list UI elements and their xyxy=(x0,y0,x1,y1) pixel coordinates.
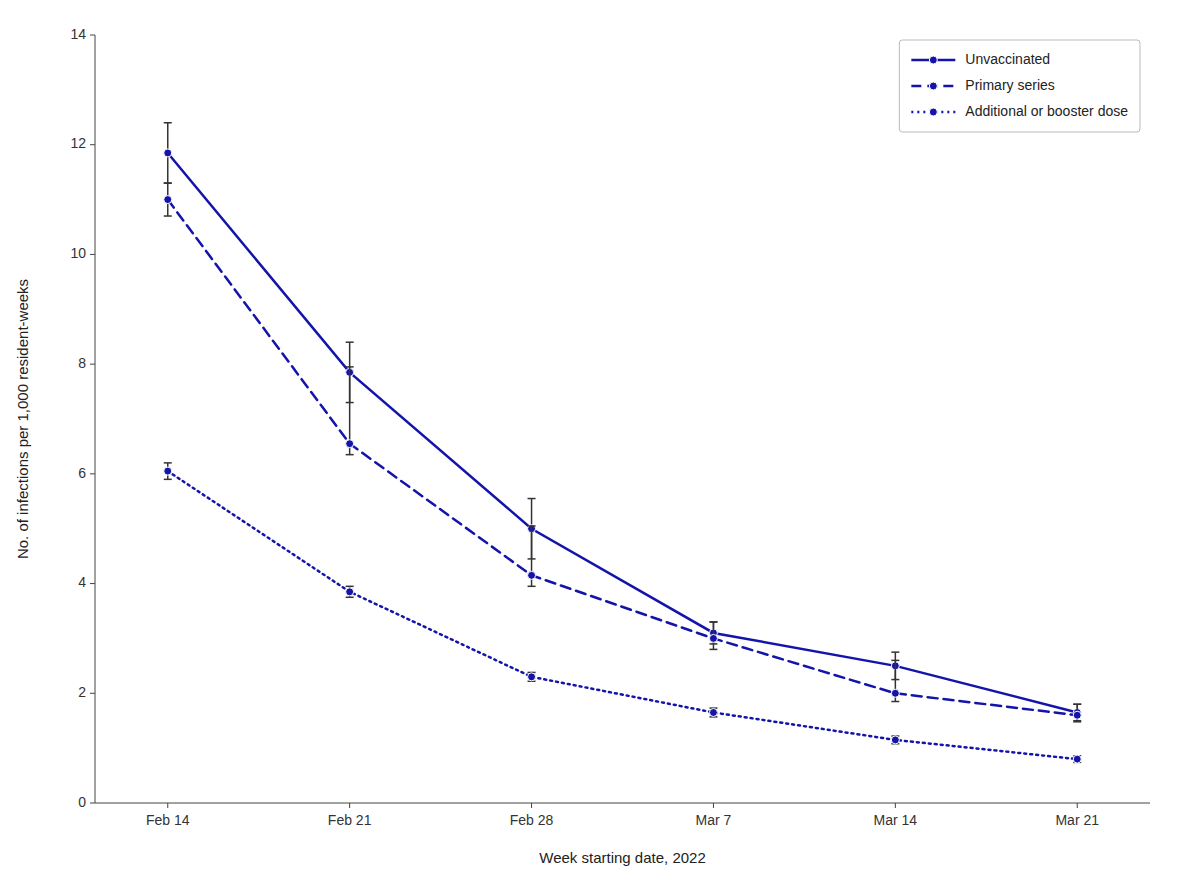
x-tick xyxy=(167,803,168,808)
series-line xyxy=(168,153,1077,713)
error-bar-cap xyxy=(891,651,899,653)
marker xyxy=(164,149,172,157)
x-tick xyxy=(713,803,714,808)
error-bar xyxy=(164,463,172,479)
x-tick xyxy=(895,803,896,808)
error-bar-cap xyxy=(709,621,717,623)
error-bar-cap xyxy=(346,586,354,588)
y-tick-label: 12 xyxy=(70,135,86,151)
marker xyxy=(891,736,899,744)
y-tick-label: 14 xyxy=(70,26,86,42)
error-bar-cap xyxy=(346,454,354,456)
y-tick xyxy=(90,803,95,804)
legend-marker xyxy=(929,56,937,64)
marker xyxy=(528,571,536,579)
legend-label: Unvaccinated xyxy=(965,51,1050,67)
series xyxy=(164,463,1081,763)
error-bar-cap xyxy=(346,597,354,599)
x-tick-label: Feb 14 xyxy=(146,812,190,828)
x-tick-label: Mar 21 xyxy=(1055,812,1099,828)
legend-marker xyxy=(929,108,937,116)
y-tick-label: 0 xyxy=(78,794,86,810)
y-tick xyxy=(90,35,95,36)
marker xyxy=(346,588,354,596)
error-bar-cap xyxy=(891,701,899,703)
x-axis-line xyxy=(95,803,1150,804)
y-tick xyxy=(90,473,95,474)
marker xyxy=(1073,755,1081,763)
marker xyxy=(1073,711,1081,719)
error-bar xyxy=(1073,756,1081,763)
error-bar xyxy=(164,123,172,183)
marker xyxy=(891,689,899,697)
marker xyxy=(709,634,717,642)
x-axis-title: Week starting date, 2022 xyxy=(539,849,706,866)
error-bar xyxy=(1073,704,1081,722)
error-bar-cap xyxy=(528,498,536,500)
x-tick xyxy=(1077,803,1078,808)
error-bar xyxy=(346,586,354,597)
error-bar xyxy=(891,660,899,701)
marker xyxy=(528,673,536,681)
y-tick-label: 8 xyxy=(78,355,86,371)
legend-label: Primary series xyxy=(965,77,1054,93)
error-bar-cap xyxy=(891,660,899,662)
series xyxy=(164,183,1081,722)
error-bar-cap xyxy=(164,182,172,184)
marker xyxy=(709,708,717,716)
marker xyxy=(164,467,172,475)
chart: 0 2 4 6 8 10 12 14 Feb 14 Feb 21 Feb 28 Mar 7 Mar 14… xyxy=(0,0,1185,888)
x-tick-label: Feb 28 xyxy=(510,812,554,828)
y-tick-label: 6 xyxy=(78,465,86,481)
x-tick-label: Mar 7 xyxy=(696,812,732,828)
series xyxy=(164,123,1081,721)
y-tick-label: 2 xyxy=(78,684,86,700)
plot-area xyxy=(164,123,1081,763)
legend: Unvaccinated Primary series Additional or … xyxy=(899,40,1140,132)
error-bar-cap xyxy=(346,366,354,368)
error-bar xyxy=(891,736,899,744)
error-bar-cap xyxy=(1073,704,1081,706)
error-bar-cap xyxy=(164,215,172,217)
error-bar xyxy=(709,708,717,717)
y-tick-label: 10 xyxy=(70,245,86,261)
error-bar xyxy=(346,367,354,455)
series-line xyxy=(168,200,1077,716)
y-axis-title: No. of infections per 1,000 resident-wee… xyxy=(14,279,31,559)
error-bar-cap xyxy=(164,182,172,184)
error-bar-cap xyxy=(164,122,172,124)
error-bar-cap xyxy=(709,621,717,623)
error-bar-cap xyxy=(346,341,354,343)
x-tick xyxy=(531,803,532,808)
marker xyxy=(164,196,172,204)
error-bar xyxy=(709,622,717,649)
error-bar xyxy=(528,672,536,681)
error-bar-cap xyxy=(164,479,172,481)
marker xyxy=(346,440,354,448)
x-tick-label: Feb 21 xyxy=(328,812,372,828)
y-tick xyxy=(90,144,95,145)
legend-marker xyxy=(929,82,937,90)
error-bar xyxy=(528,526,536,586)
error-bar-cap xyxy=(528,525,536,527)
error-bar xyxy=(164,183,172,216)
error-bar-cap xyxy=(1073,721,1081,723)
y-tick-label: 4 xyxy=(78,574,86,590)
error-bar-cap xyxy=(164,462,172,464)
y-tick xyxy=(90,364,95,365)
legend-label: Additional or booster dose xyxy=(965,103,1128,119)
y-tick xyxy=(90,583,95,584)
legend-box xyxy=(899,40,1140,132)
x-tick-label: Mar 14 xyxy=(874,812,918,828)
x-tick xyxy=(349,803,350,808)
error-bar-cap xyxy=(709,649,717,651)
y-axis-line xyxy=(95,35,96,803)
y-tick xyxy=(90,693,95,694)
error-bar-cap xyxy=(1073,704,1081,706)
series-line xyxy=(168,471,1077,759)
y-tick xyxy=(90,254,95,255)
error-bar-cap xyxy=(528,586,536,588)
